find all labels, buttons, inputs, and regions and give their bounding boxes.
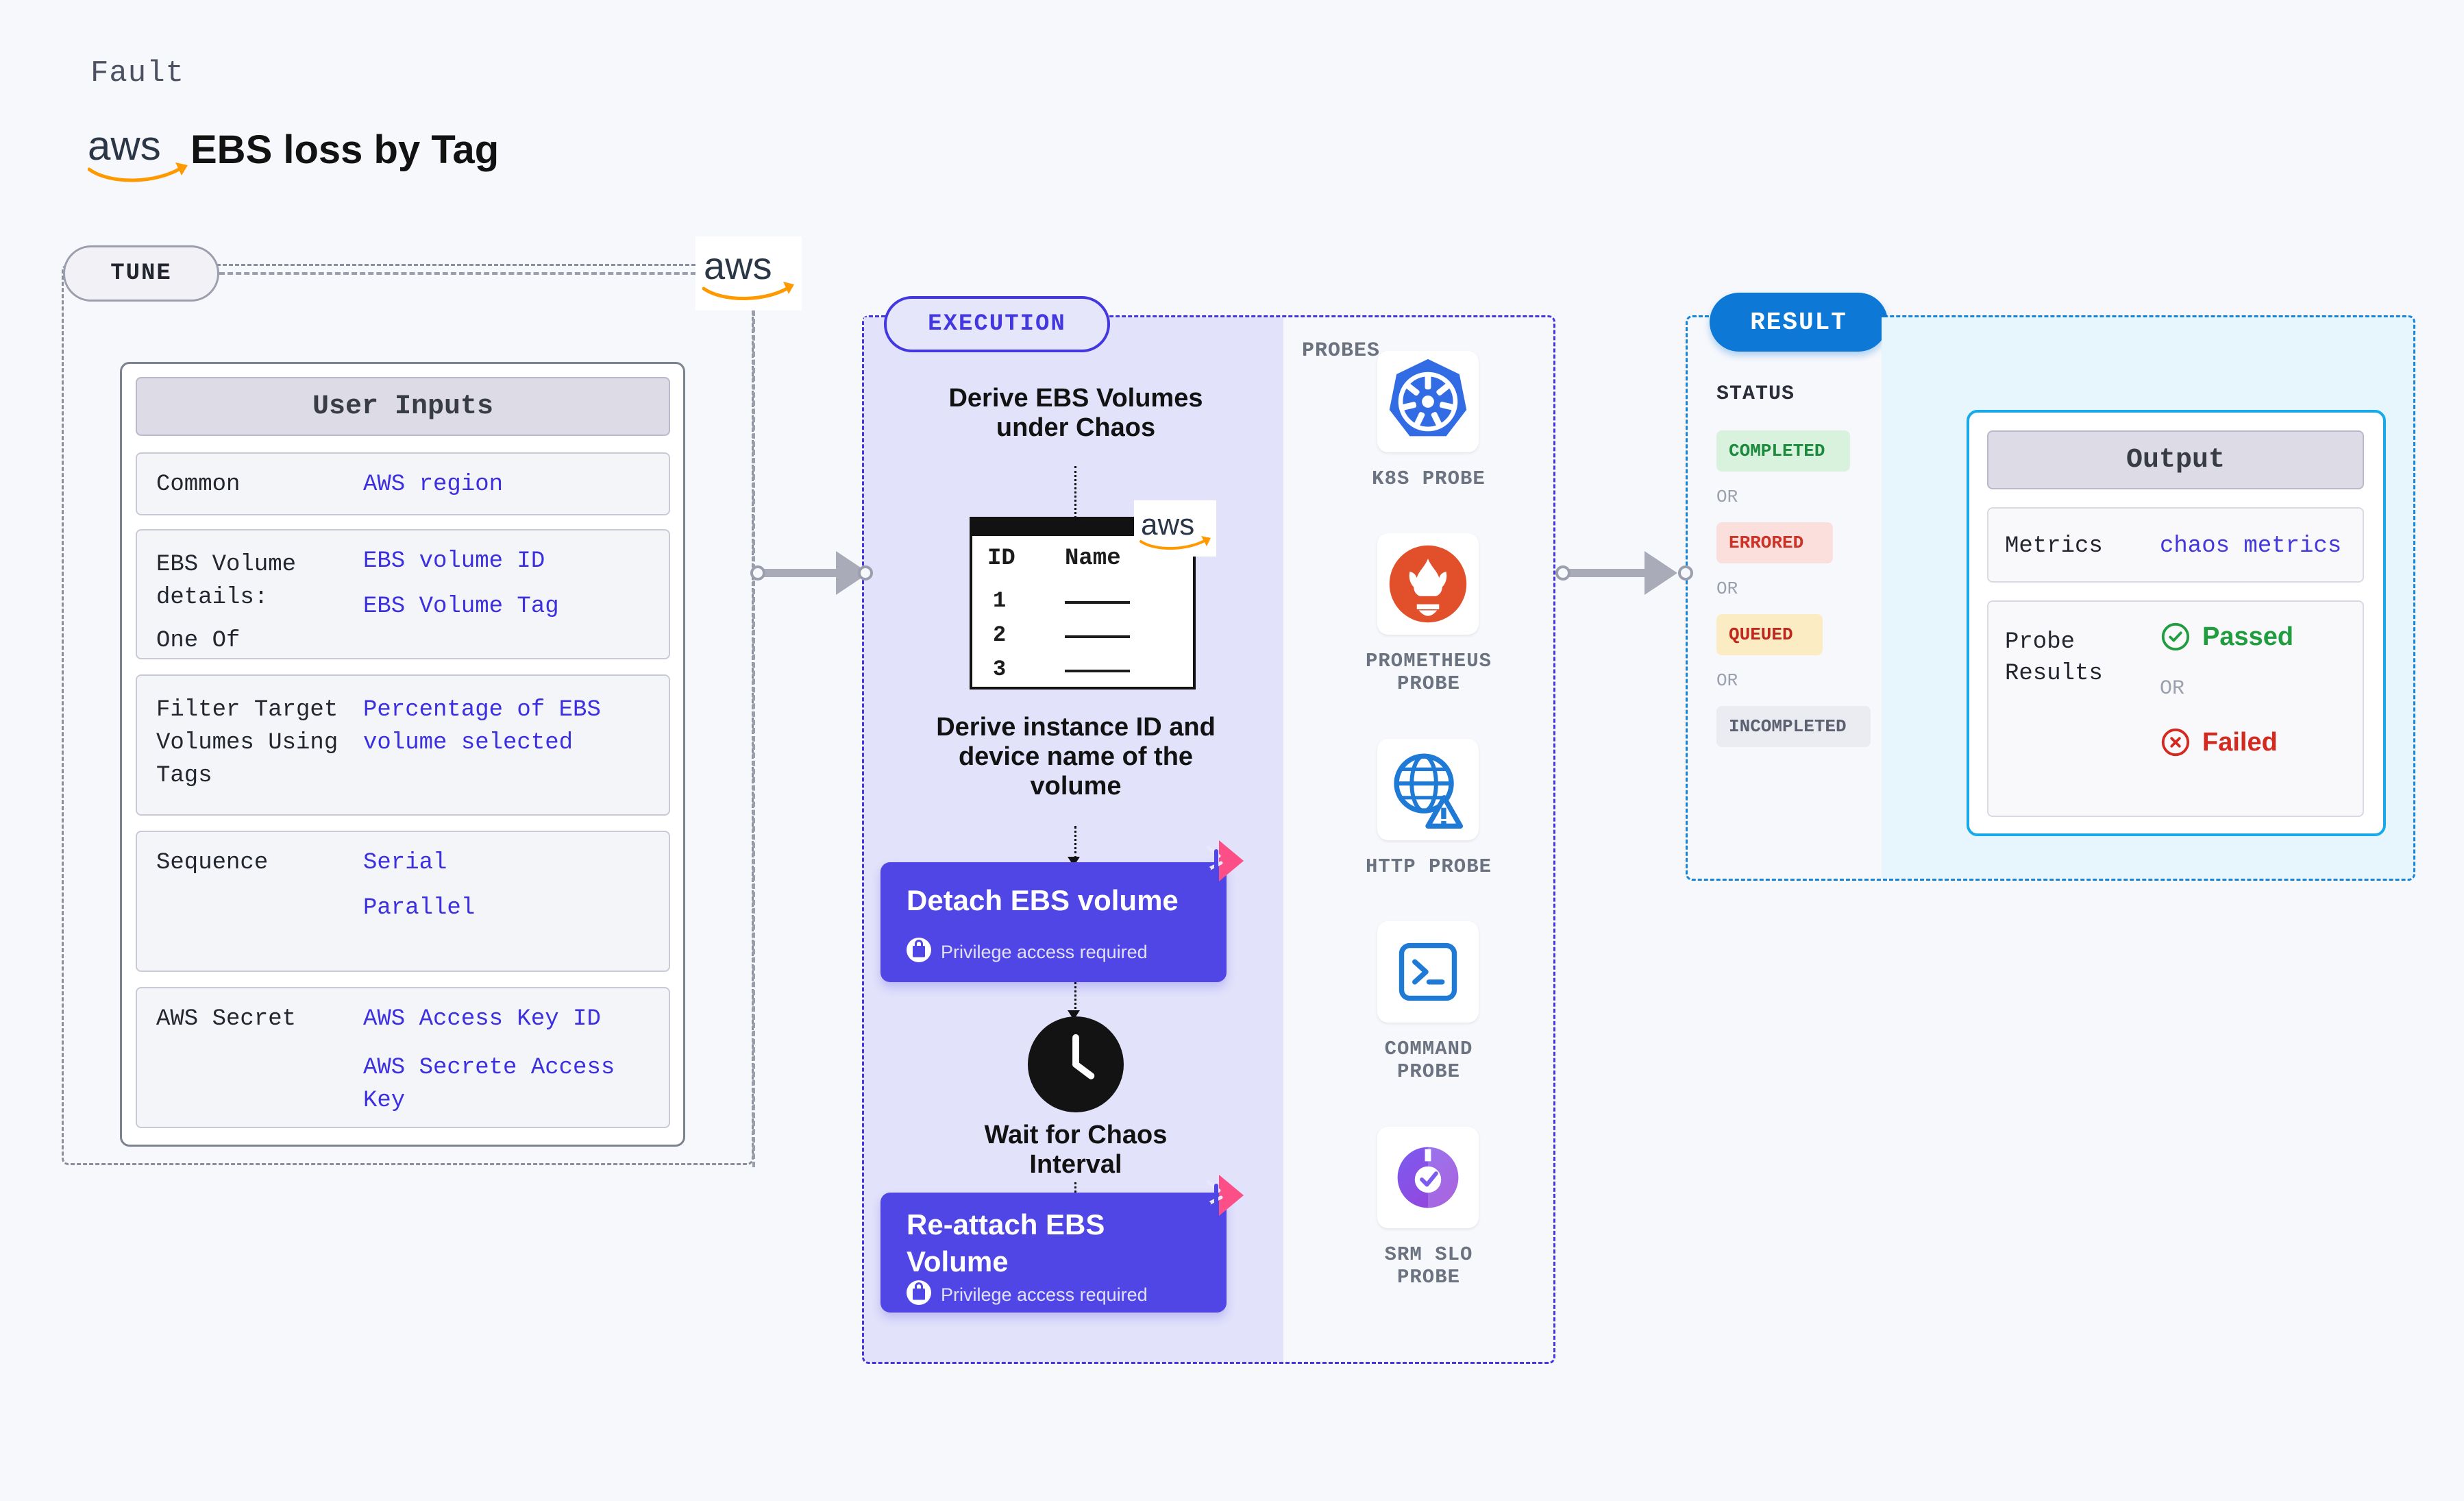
svg-text:aws: aws <box>704 244 772 287</box>
svg-text:aws: aws <box>1141 508 1194 541</box>
svg-text:aws: aws <box>88 123 161 169</box>
